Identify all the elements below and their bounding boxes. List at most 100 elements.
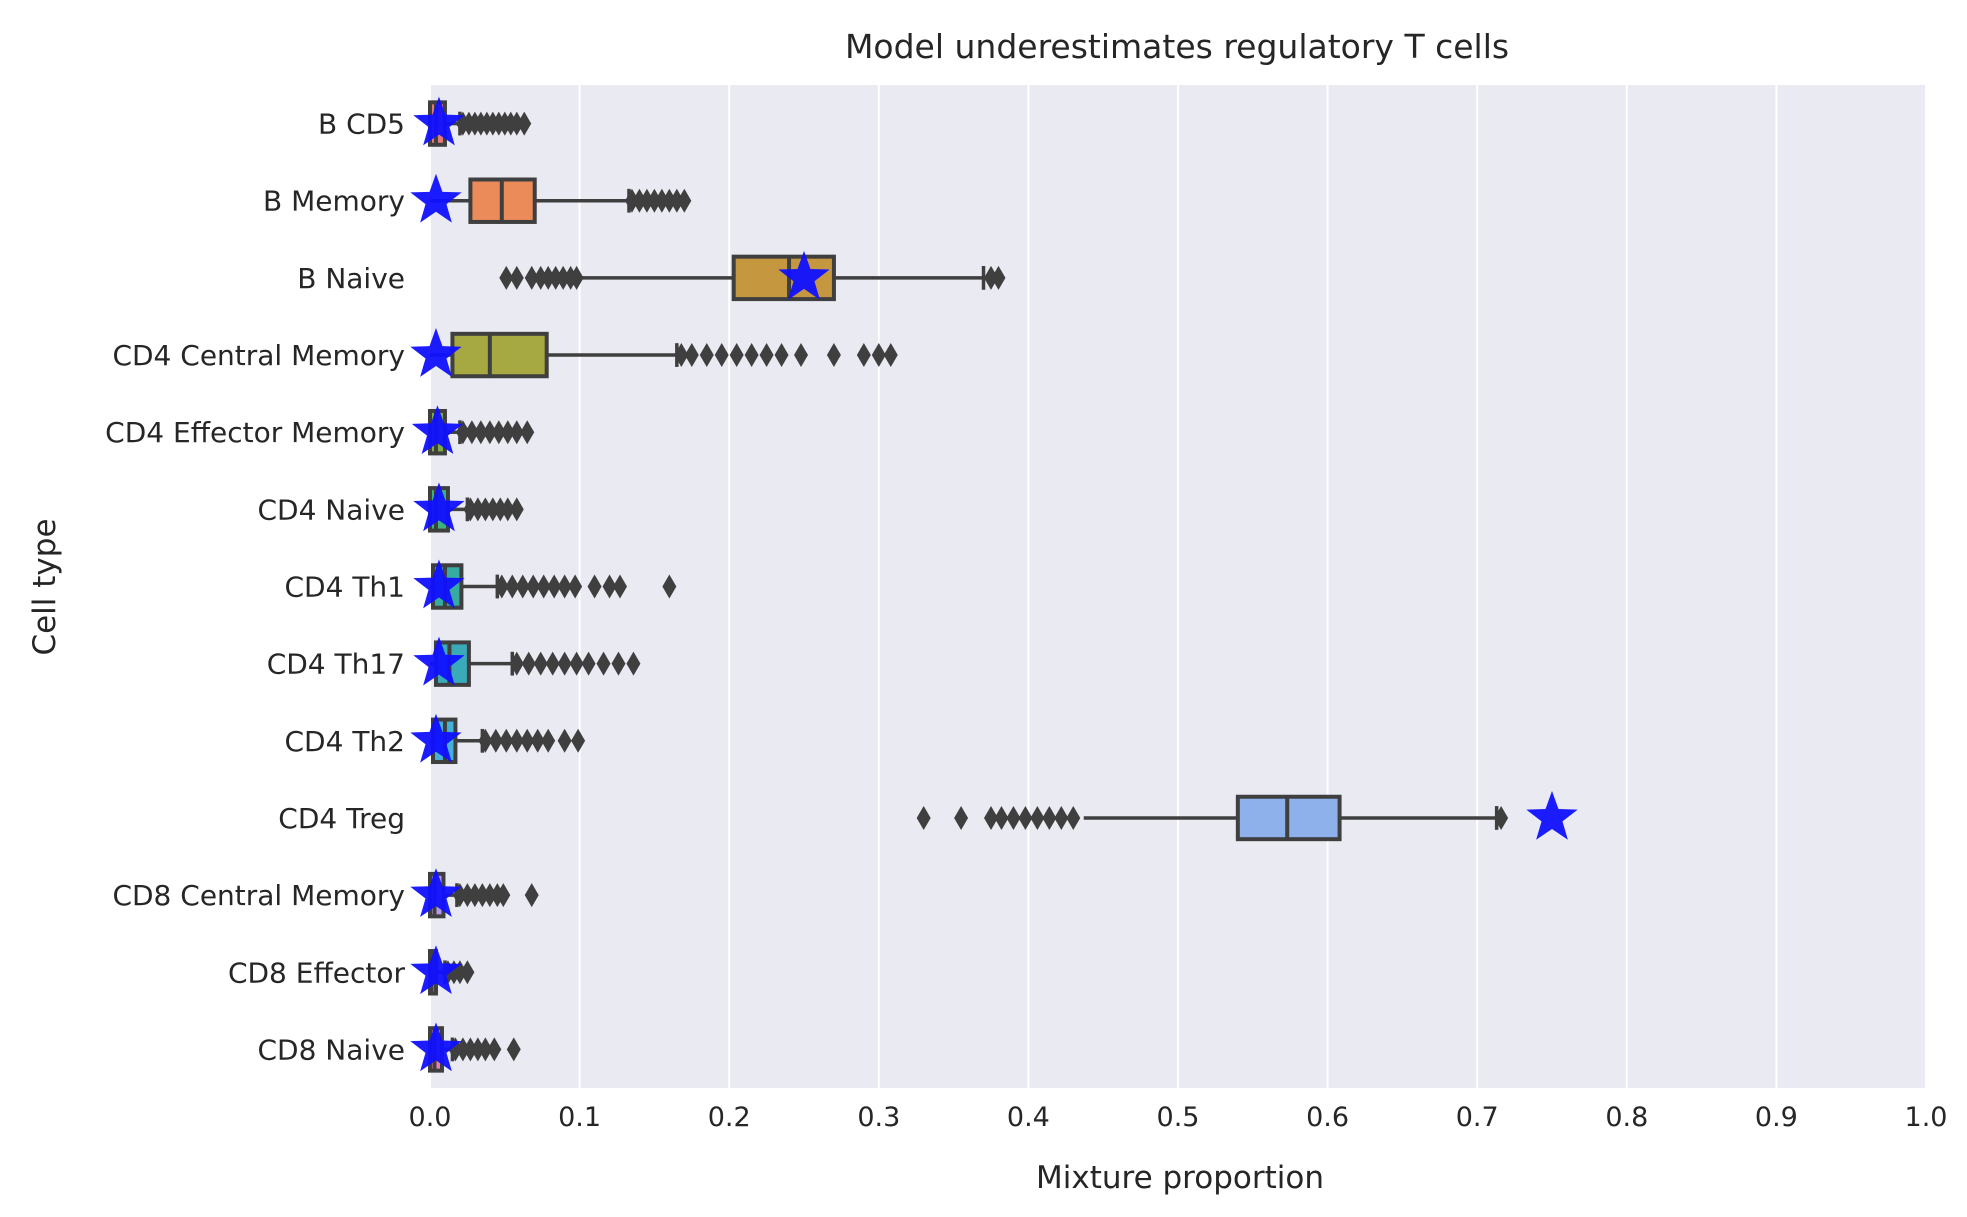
outlier-point xyxy=(1042,805,1057,830)
outlier-point xyxy=(493,497,508,522)
outlier-point xyxy=(1054,805,1069,830)
outlier-point xyxy=(677,188,692,213)
outlier-point xyxy=(1066,805,1081,830)
outlier-point xyxy=(774,343,789,368)
outlier-point xyxy=(1494,805,1509,830)
outlier-point xyxy=(460,960,475,985)
truth-star-marker xyxy=(410,1022,462,1072)
outlier-point xyxy=(587,574,602,599)
boxes xyxy=(410,96,1578,1073)
box-group xyxy=(410,173,692,224)
outlier-point xyxy=(467,883,482,908)
x-tick-label: 0.0 xyxy=(409,1102,452,1133)
outlier-point xyxy=(521,651,536,676)
outlier-point xyxy=(674,343,689,368)
outlier-point xyxy=(1018,805,1033,830)
category-label: B Memory xyxy=(263,185,405,218)
box-group xyxy=(410,945,475,996)
outlier-point xyxy=(883,343,898,368)
outlier-point xyxy=(509,651,524,676)
outlier-point xyxy=(557,728,572,753)
outlier-point xyxy=(639,188,654,213)
outlier-point xyxy=(482,420,497,445)
outlier-point xyxy=(654,188,669,213)
outlier-point xyxy=(515,574,530,599)
outlier-point xyxy=(491,420,506,445)
outlier-point xyxy=(524,883,539,908)
box xyxy=(450,331,549,379)
outlier-point xyxy=(506,1037,521,1062)
box xyxy=(731,254,836,302)
outlier-point xyxy=(612,574,627,599)
x-tick-label: 0.5 xyxy=(1157,1102,1200,1133)
outlier-point xyxy=(581,651,596,676)
category-label: B Naive xyxy=(297,262,405,295)
outlier-point xyxy=(571,728,586,753)
outlier-point xyxy=(871,343,886,368)
outlier-point xyxy=(916,805,931,830)
box-group xyxy=(413,559,677,610)
outlier-point xyxy=(463,1037,478,1062)
truth-star-marker xyxy=(1526,790,1578,840)
truth-star-marker xyxy=(410,328,462,377)
outlier-point xyxy=(632,188,647,213)
truth-star-marker xyxy=(410,713,462,763)
box-group xyxy=(410,868,539,919)
truth-star-marker xyxy=(413,636,465,686)
box-group xyxy=(499,250,1006,302)
outlier-point xyxy=(509,497,524,522)
outlier-point xyxy=(669,188,684,213)
outlier-point xyxy=(662,574,677,599)
outlier-point xyxy=(482,883,497,908)
truth-star-marker xyxy=(413,96,465,146)
chart-title: Model underestimates regulatory T cells xyxy=(845,27,1509,66)
outlier-point xyxy=(984,265,998,290)
outlier-point xyxy=(500,497,515,522)
outlier-point xyxy=(505,574,520,599)
truth-star-marker xyxy=(410,173,462,223)
outlier-point xyxy=(485,497,500,522)
category-label: CD4 Naive xyxy=(257,493,405,526)
outlier-point xyxy=(509,265,524,290)
outlier-point xyxy=(991,265,1006,290)
outlier-point xyxy=(684,343,699,368)
y-category-labels: B CD5 B Memory B Naive CD4 Central Memory CD… xyxy=(105,108,405,1067)
outlier-point xyxy=(624,188,639,213)
outlier-point xyxy=(520,728,535,753)
outlier-point xyxy=(794,343,809,368)
category-label: CD4 Th1 xyxy=(285,571,406,604)
outlier-point xyxy=(533,265,548,290)
outlier-point xyxy=(517,111,532,136)
x-tick-label: 0.7 xyxy=(1456,1102,1499,1133)
outlier-point xyxy=(524,265,539,290)
category-label: CD4 Th2 xyxy=(285,725,406,758)
x-tick-label: 0.9 xyxy=(1755,1102,1798,1133)
outlier-point xyxy=(455,1037,470,1062)
outlier-point xyxy=(509,728,524,753)
outlier-point xyxy=(500,420,515,445)
truth-star-marker xyxy=(411,405,464,455)
truth-star-marker xyxy=(410,945,462,995)
outlier-point xyxy=(541,265,556,290)
outlier-point xyxy=(509,420,524,445)
outlier-point xyxy=(744,343,759,368)
outlier-point xyxy=(470,497,485,522)
outlier-point xyxy=(548,265,563,290)
x-axis-title: Mixture proportion xyxy=(1036,1160,1324,1196)
outlier-point xyxy=(569,265,584,290)
outlier-point xyxy=(1030,805,1045,830)
truth-star-marker xyxy=(778,250,830,300)
outlier-point xyxy=(557,651,572,676)
outlier-point xyxy=(569,651,584,676)
box-group xyxy=(413,96,532,147)
outlier-point xyxy=(478,728,493,753)
x-tick-labels: 0.0 0.1 0.2 0.3 0.4 0.5 0.6 0.7 0.8 0.9 1.0 xyxy=(409,1102,1948,1133)
outlier-point xyxy=(699,343,714,368)
outlier-point xyxy=(496,883,511,908)
box-group xyxy=(410,328,898,379)
box-group xyxy=(413,636,641,687)
category-label: CD8 Naive xyxy=(257,1033,405,1066)
x-tick-label: 0.3 xyxy=(857,1102,900,1133)
outlier-point xyxy=(533,651,548,676)
outlier-point xyxy=(520,420,535,445)
